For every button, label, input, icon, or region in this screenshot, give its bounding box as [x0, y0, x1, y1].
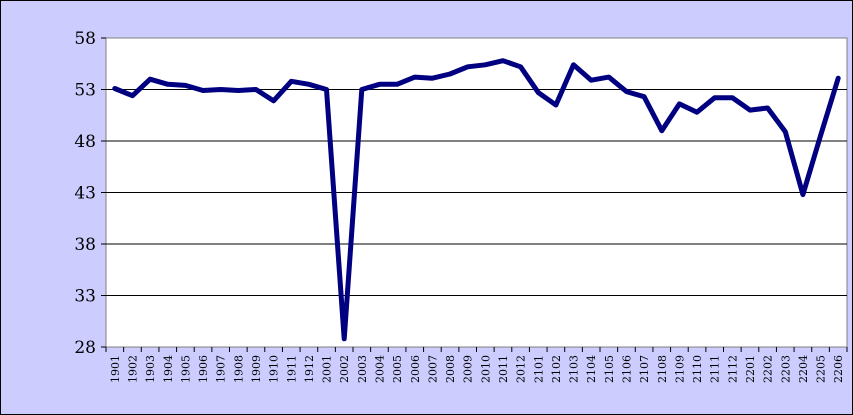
- x-tick-label: 2002: [338, 355, 351, 383]
- x-tick-label: 1903: [144, 355, 157, 383]
- x-tick-label: 2104: [585, 355, 598, 383]
- x-tick-label: 1907: [215, 355, 228, 383]
- x-tick-label: 2001: [321, 355, 334, 383]
- y-tick-label: 43: [74, 184, 96, 204]
- x-tick-label: 2011: [497, 355, 510, 383]
- x-tick-label: 1908: [232, 355, 245, 383]
- x-tick-label: 2206: [832, 355, 845, 383]
- x-tick-label: 2110: [691, 355, 704, 383]
- x-tick-label: 2106: [620, 355, 633, 383]
- x-tick-label: 1904: [162, 355, 175, 383]
- x-axis-ticks: 1901 1902 1903 1904 1905 1906 1907 1908 1909 1910…: [105, 347, 848, 383]
- x-tick-label: 2107: [638, 355, 651, 383]
- x-tick-label: 2102: [550, 355, 563, 383]
- y-tick-label: 38: [74, 235, 96, 255]
- x-tick-label: 2007: [426, 355, 439, 383]
- x-tick-label: 2008: [444, 355, 457, 383]
- y-tick-label: 58: [74, 29, 96, 49]
- x-tick-label: 2010: [479, 355, 492, 383]
- x-tick-label: 2201: [744, 355, 757, 383]
- x-tick-label: 2101: [532, 355, 545, 383]
- x-tick-label: 2003: [356, 355, 369, 383]
- x-tick-label: 2205: [815, 355, 828, 383]
- x-tick-label: 1906: [197, 355, 210, 383]
- x-tick-label: 2005: [391, 355, 404, 383]
- x-tick-label: 2109: [673, 355, 686, 383]
- x-tick-label: 2204: [797, 355, 810, 383]
- x-tick-label: 1901: [109, 355, 122, 383]
- y-axis-ticks: 58 53 48 43 38 33 28: [74, 29, 106, 358]
- x-tick-label: 1912: [303, 355, 316, 383]
- x-tick-label: 2203: [779, 355, 792, 383]
- x-tick-label: 1909: [250, 355, 263, 383]
- y-tick-label: 28: [74, 338, 96, 358]
- x-tick-label: 1902: [126, 355, 139, 383]
- x-tick-label: 2004: [373, 355, 386, 383]
- y-tick-label: 53: [74, 81, 96, 101]
- y-tick-label: 33: [74, 287, 96, 307]
- y-tick-label: 48: [74, 132, 96, 152]
- x-tick-label: 2111: [709, 355, 722, 383]
- x-tick-label: 2006: [409, 355, 422, 383]
- x-tick-label: 2108: [656, 355, 669, 383]
- x-tick-label: 2202: [762, 355, 775, 383]
- series-line: [112, 58, 841, 342]
- x-tick-label: 1911: [285, 355, 298, 383]
- x-tick-label: 1910: [268, 355, 281, 383]
- x-tick-label: 2009: [462, 355, 475, 383]
- x-tick-label: 1905: [179, 355, 192, 383]
- x-tick-label: 2012: [515, 355, 528, 383]
- x-tick-label: 2103: [568, 355, 581, 383]
- x-tick-label: 2112: [726, 355, 739, 383]
- x-tick-label: 2105: [603, 355, 616, 383]
